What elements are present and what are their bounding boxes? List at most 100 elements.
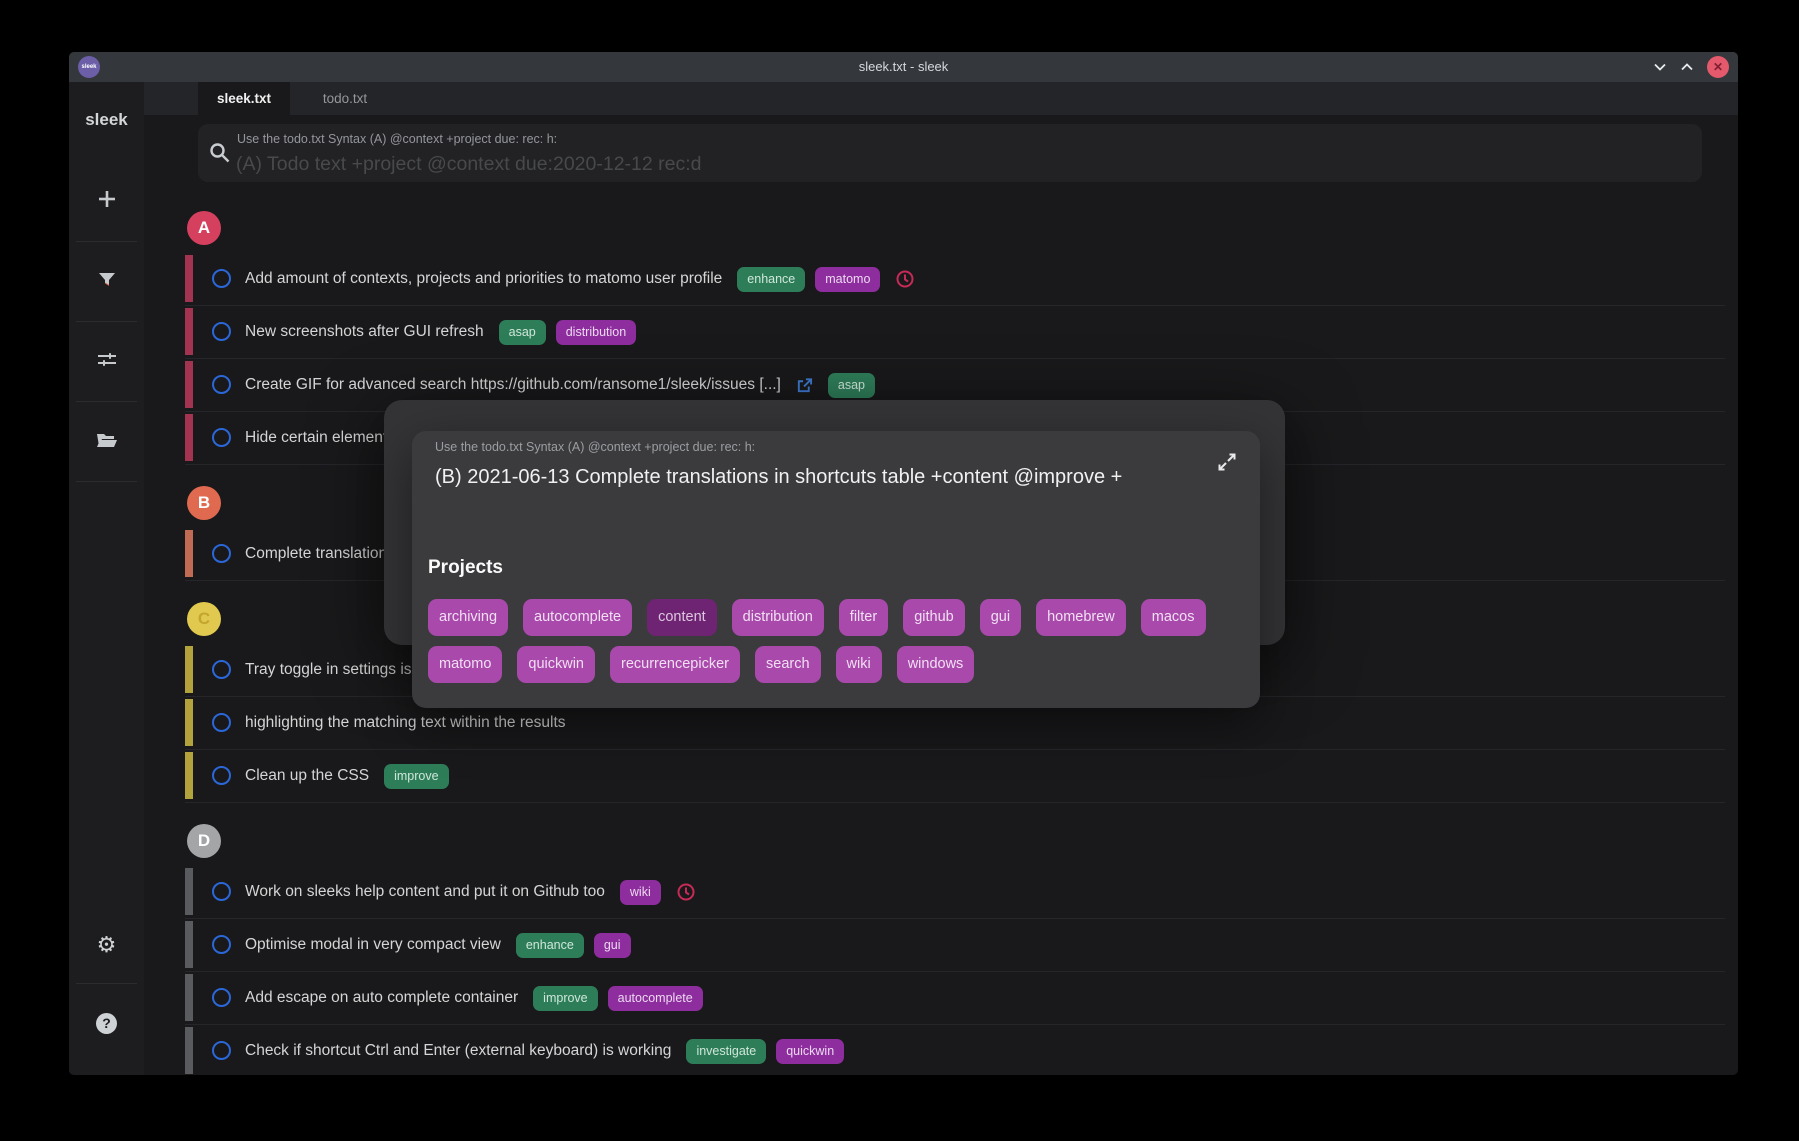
todo-checkbox[interactable] bbox=[212, 713, 231, 732]
todo-tag[interactable]: investigate bbox=[686, 1038, 767, 1064]
todo-text: Clean up the CSS bbox=[245, 767, 370, 784]
close-icon[interactable]: ✕ bbox=[1707, 56, 1729, 78]
project-suggestions: archiving autocomplete content distribut… bbox=[428, 599, 1240, 683]
todo-tag[interactable]: quickwin bbox=[776, 1038, 845, 1064]
todo-tag[interactable]: asap bbox=[827, 372, 875, 398]
project-suggestion-button[interactable]: content bbox=[647, 599, 717, 636]
maximize-chevron-up-icon[interactable] bbox=[1680, 60, 1694, 74]
priority-strip bbox=[185, 699, 193, 746]
todo-edit-input[interactable] bbox=[433, 461, 1207, 493]
sidebar-divider bbox=[76, 401, 137, 402]
project-suggestion-button[interactable]: archiving bbox=[428, 599, 509, 636]
project-suggestion-button[interactable]: quickwin bbox=[517, 646, 595, 683]
add-todo-button[interactable] bbox=[69, 173, 144, 229]
priority-strip bbox=[185, 752, 193, 799]
tab-todo-txt[interactable]: todo.txt bbox=[322, 91, 368, 106]
todo-row[interactable]: New screenshots after GUI refresh asap d… bbox=[185, 306, 1725, 359]
priority-strip bbox=[185, 921, 193, 968]
todo-tag[interactable]: matomo bbox=[815, 266, 881, 292]
sidebar-divider bbox=[76, 241, 137, 242]
todo-checkbox[interactable] bbox=[212, 988, 231, 1007]
project-suggestion-button[interactable]: filter bbox=[838, 599, 889, 636]
todo-text: highlighting the matching text within th… bbox=[245, 714, 566, 731]
edit-todo-form: Use the todo.txt Syntax (A) @context +pr… bbox=[412, 431, 1260, 708]
group-rows: Work on sleeks help content and put it o… bbox=[185, 866, 1725, 1075]
todo-tag[interactable]: improve bbox=[533, 985, 598, 1011]
settings-button[interactable]: ⚙ bbox=[69, 917, 144, 973]
project-suggestion-button[interactable]: search bbox=[755, 646, 821, 683]
priority-strip bbox=[185, 868, 193, 915]
project-suggestion-button[interactable]: wiki bbox=[835, 646, 882, 683]
app-logo: sleek bbox=[78, 56, 100, 78]
todo-row[interactable]: highlighting the matching text within th… bbox=[185, 697, 1725, 750]
todo-row[interactable]: Work on sleeks help content and put it o… bbox=[185, 866, 1725, 919]
priority-strip bbox=[185, 974, 193, 1021]
open-file-button[interactable] bbox=[69, 414, 144, 470]
priority-badge: D bbox=[187, 824, 221, 858]
todo-checkbox[interactable] bbox=[212, 269, 231, 288]
due-clock-icon bbox=[895, 269, 915, 289]
modal-syntax-hint: Use the todo.txt Syntax (A) @context +pr… bbox=[435, 440, 756, 454]
tag-list: enhance matomo bbox=[737, 266, 881, 292]
due-clock-icon bbox=[676, 882, 696, 902]
todo-checkbox[interactable] bbox=[212, 375, 231, 394]
priority-strip bbox=[185, 308, 193, 355]
priority-group: C Tray toggle in settings is not checked… bbox=[185, 602, 1725, 803]
todo-checkbox[interactable] bbox=[212, 1041, 231, 1060]
todo-tag[interactable]: improve bbox=[384, 763, 449, 789]
priority-badge: C bbox=[187, 602, 221, 636]
todo-text: Work on sleeks help content and put it o… bbox=[245, 883, 605, 900]
todo-checkbox[interactable] bbox=[212, 935, 231, 954]
priority-badge: A bbox=[187, 211, 221, 245]
todo-row[interactable]: Check if shortcut Ctrl and Enter (extern… bbox=[185, 1025, 1725, 1075]
priority-strip bbox=[185, 255, 193, 302]
project-suggestion-button[interactable]: distribution bbox=[731, 599, 824, 636]
sidebar-divider bbox=[76, 481, 137, 482]
search-input[interactable] bbox=[234, 149, 1682, 179]
todo-tag[interactable]: enhance bbox=[737, 266, 806, 292]
todo-checkbox[interactable] bbox=[212, 766, 231, 785]
view-settings-button[interactable] bbox=[69, 334, 144, 390]
todo-checkbox[interactable] bbox=[212, 882, 231, 901]
tag-list: asap bbox=[827, 372, 875, 398]
todo-text: Check if shortcut Ctrl and Enter (extern… bbox=[245, 1042, 672, 1059]
todo-row[interactable]: Clean up the CSS improve bbox=[185, 750, 1725, 803]
todo-row[interactable]: Add escape on auto complete container im… bbox=[185, 972, 1725, 1025]
project-suggestion-button[interactable]: matomo bbox=[428, 646, 503, 683]
project-suggestion-button[interactable]: macos bbox=[1140, 599, 1206, 636]
todo-row[interactable]: Add amount of contexts, projects and pri… bbox=[185, 253, 1725, 306]
project-suggestion-button[interactable]: autocomplete bbox=[523, 599, 633, 636]
todo-tag[interactable]: gui bbox=[593, 932, 631, 958]
external-link-icon[interactable] bbox=[796, 377, 813, 394]
project-suggestion-button[interactable]: github bbox=[903, 599, 965, 636]
priority-strip bbox=[185, 1027, 193, 1074]
projects-section-title: Projects bbox=[428, 557, 503, 578]
expand-diagonal-arrows-icon[interactable] bbox=[1216, 451, 1238, 473]
project-suggestion-button[interactable]: homebrew bbox=[1036, 599, 1126, 636]
todo-row[interactable]: Optimise modal in very compact view enha… bbox=[185, 919, 1725, 972]
tag-list: improve autocomplete bbox=[533, 985, 703, 1011]
tab-sleek-txt[interactable]: sleek.txt bbox=[198, 82, 290, 115]
todo-text: Add escape on auto complete container bbox=[245, 989, 519, 1006]
window-controls: ✕ bbox=[1653, 52, 1729, 82]
project-suggestion-button[interactable]: recurrencepicker bbox=[610, 646, 740, 683]
titlebar: sleek sleek.txt - sleek ✕ bbox=[69, 52, 1738, 82]
todo-checkbox[interactable] bbox=[212, 544, 231, 563]
todo-tag[interactable]: enhance bbox=[515, 932, 584, 958]
project-suggestion-button[interactable]: windows bbox=[896, 646, 975, 683]
todo-checkbox[interactable] bbox=[212, 428, 231, 447]
priority-strip bbox=[185, 530, 193, 577]
todo-tag[interactable]: asap bbox=[498, 319, 546, 345]
todo-checkbox[interactable] bbox=[212, 660, 231, 679]
tag-list: enhance gui bbox=[515, 932, 631, 958]
help-button[interactable]: ? bbox=[69, 995, 144, 1051]
todo-tag[interactable]: distribution bbox=[555, 319, 637, 345]
filter-button[interactable] bbox=[69, 254, 144, 310]
todo-tag[interactable]: autocomplete bbox=[607, 985, 703, 1011]
priority-badge: B bbox=[187, 486, 221, 520]
tag-list: asap distribution bbox=[498, 319, 637, 345]
todo-checkbox[interactable] bbox=[212, 322, 231, 341]
todo-tag[interactable]: wiki bbox=[619, 879, 661, 905]
project-suggestion-button[interactable]: gui bbox=[979, 599, 1022, 636]
minimize-chevron-down-icon[interactable] bbox=[1653, 60, 1667, 74]
